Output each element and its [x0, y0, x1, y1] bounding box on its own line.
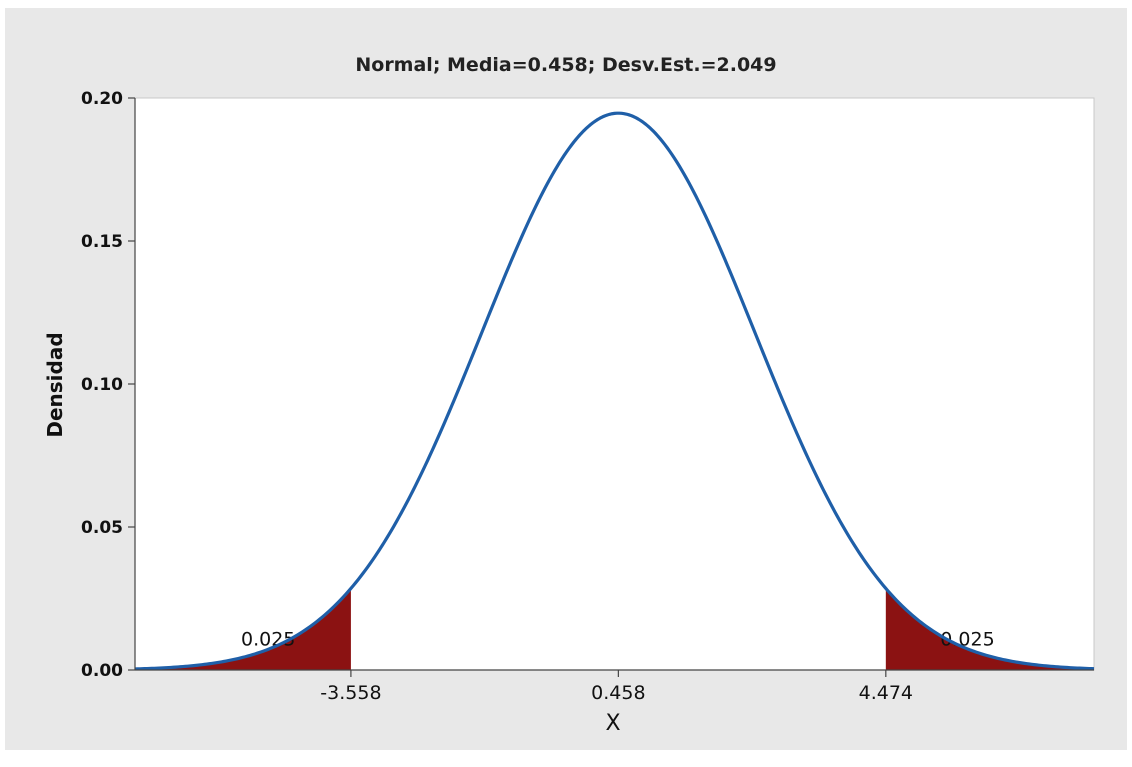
plot-area: [134, 97, 1095, 671]
shaded-tail-region-2: [885, 588, 1094, 670]
y-tick-label-1: 0.05: [81, 518, 123, 538]
y-tick-label-4: 0.20: [81, 89, 123, 109]
shaded-tail-region-1: [135, 588, 351, 670]
chart-title: Normal; Media=0.458; Desv.Est.=2.049: [355, 54, 776, 76]
x-axis-label: X: [605, 711, 620, 736]
y-axis-label: Densidad: [43, 332, 67, 437]
x-tick-label-0: -3.558: [320, 682, 381, 704]
y-tick-label-2: 0.10: [81, 375, 123, 395]
y-tick-label-3: 0.15: [81, 232, 123, 252]
y-tick-label-0: 0.00: [81, 661, 123, 681]
x-tick-label-1: 0.458: [591, 682, 645, 704]
chart-marks: 0.025 0.025 0.00 0.05 0.10 0.15 0.20 -3.558 0.45…: [81, 89, 1095, 704]
tail-probability-label-1: 0.025: [241, 629, 295, 651]
tail-probability-label-2: 0.025: [940, 629, 994, 651]
density-curve: [134, 111, 1095, 671]
x-tick-label-2: 4.474: [859, 682, 913, 704]
